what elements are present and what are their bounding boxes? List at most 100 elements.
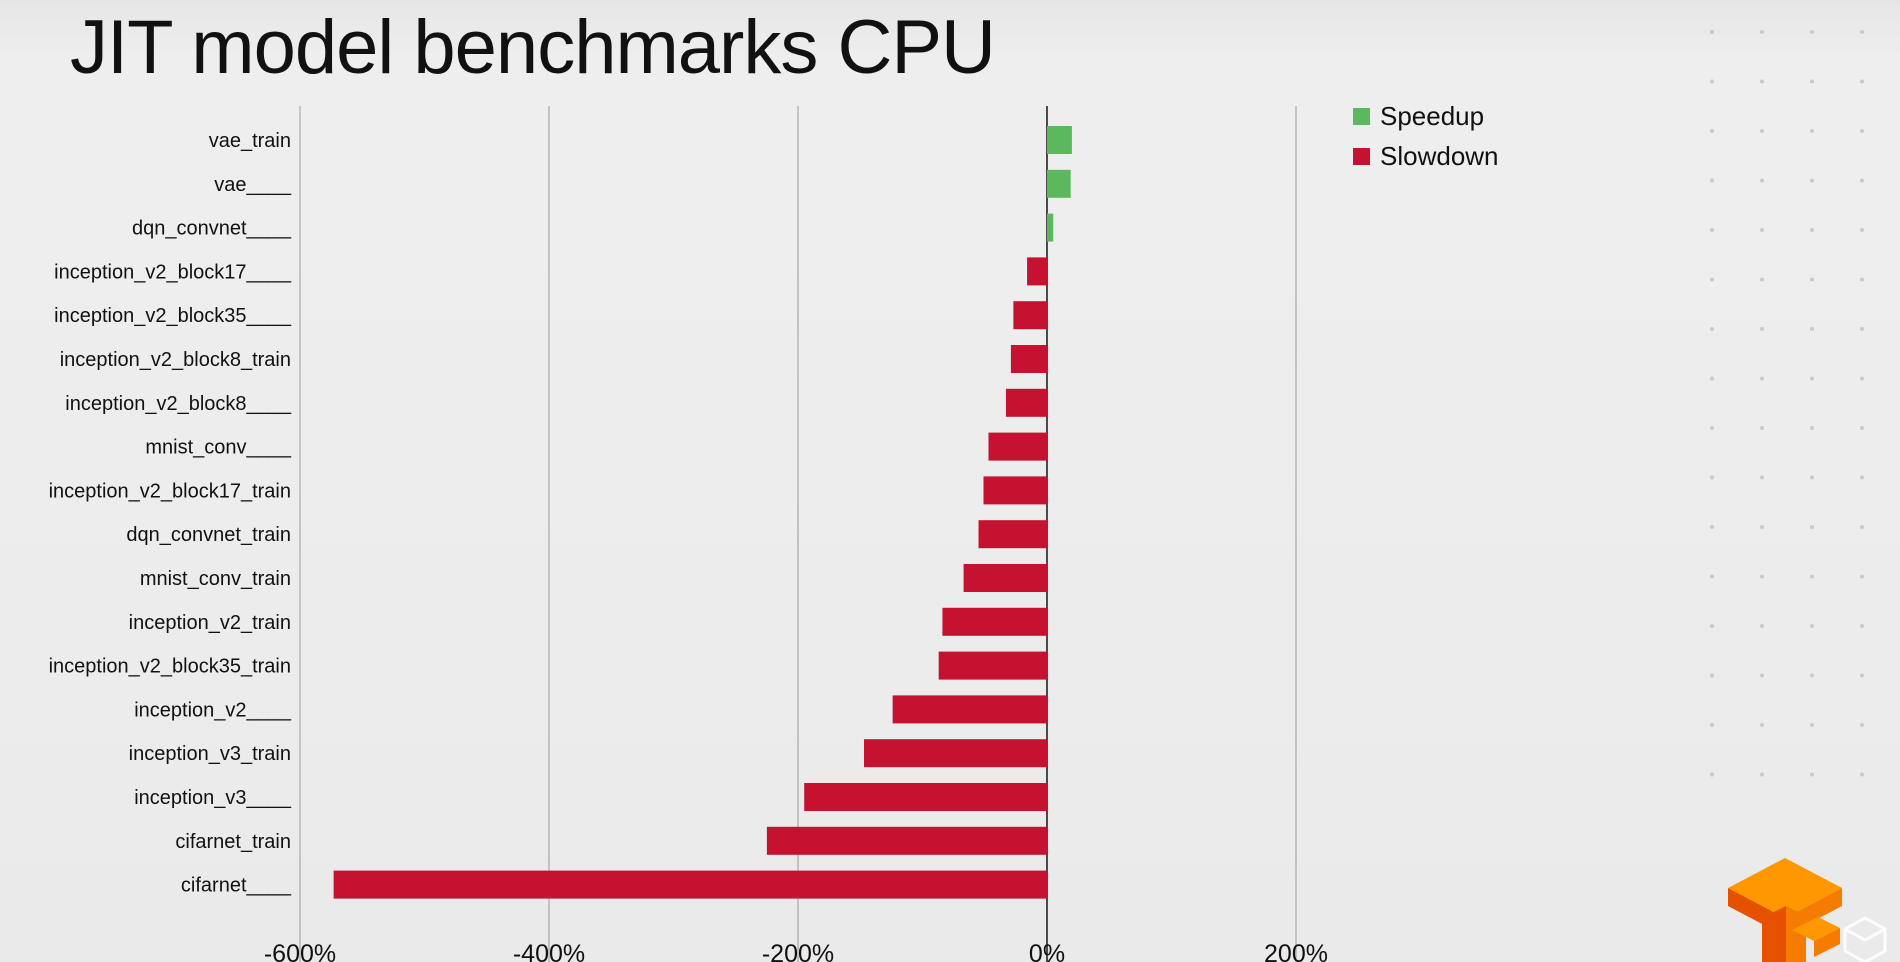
category-label-15: inception_v3____ [134,787,292,809]
dot [1710,79,1714,84]
dot [1760,624,1764,628]
dot [1710,376,1714,381]
dot [1810,327,1814,331]
dot [1860,624,1864,628]
dot [1710,723,1714,727]
legend-label-0: Speedup [1380,101,1484,131]
tensorflow-logo-icon [1728,858,1842,962]
dot [1860,772,1864,777]
category-label-10: mnist_conv_train [140,568,291,590]
category-label-1: vae____ [214,174,292,196]
legend-label-1: Slowdown [1380,141,1499,171]
bar-15 [804,783,1047,811]
dot [1760,178,1764,183]
bar-1 [1047,169,1071,198]
watermark-inner [1844,927,1886,942]
bar-0 [1047,126,1072,154]
dot [1710,30,1714,34]
x-tick-label-2: -200% [762,940,834,962]
dot [1760,475,1764,480]
dot [1810,525,1814,529]
dot [1710,475,1714,480]
dot [1710,228,1714,232]
dot [1810,624,1814,628]
dot [1860,79,1864,84]
dot [1760,525,1764,529]
dot [1810,30,1814,34]
dot [1860,228,1864,232]
dot [1760,426,1764,430]
dot [1860,376,1864,381]
x-tick-label-0: -600% [264,940,336,962]
bar-2 [1047,213,1054,242]
dot [1810,277,1814,282]
bar-5 [1010,345,1047,373]
chart-x-tick-labels: -600% -400% -200% 0% 200% [264,940,1328,962]
dot [1810,772,1814,777]
dot [1810,426,1814,430]
dot [1760,327,1764,331]
category-label-7: mnist_conv____ [145,437,292,459]
dot [1860,178,1864,183]
bar-13 [892,695,1047,724]
category-label-12: inception_v2_block35_train [49,656,291,678]
dot [1810,79,1814,84]
category-label-14: inception_v3_train [129,743,291,765]
dot [1710,673,1714,678]
legend-swatch-1 [1353,148,1370,165]
category-label-3: inception_v2_block17____ [54,261,292,283]
category-label-5: inception_v2_block8_train [60,349,291,371]
dot [1810,574,1814,579]
logo-facet-3 [1762,906,1786,962]
dot [1860,574,1864,579]
dot [1710,525,1714,529]
bar-10 [963,564,1047,592]
x-tick-label-4: 200% [1264,940,1328,962]
dot [1810,475,1814,480]
dot [1760,574,1764,579]
dot [1860,475,1864,480]
dot [1710,178,1714,183]
chart-bars [333,126,1072,899]
logo-facet-4 [1786,906,1806,962]
category-label-0: vae_train [209,130,291,152]
category-label-11: inception_v2_train [129,612,291,634]
dot [1710,574,1714,579]
bar-17 [333,870,1047,899]
category-label-2: dqn_convnet____ [132,218,292,240]
dot [1810,376,1814,381]
category-label-13: inception_v2____ [134,699,292,721]
dot [1710,624,1714,628]
bar-12 [938,651,1047,680]
bar-8 [983,476,1047,505]
category-label-17: cifarnet____ [181,875,292,897]
chart-legend: Speedup Slowdown [1353,101,1499,171]
decorative-dot-grid [1710,30,1864,777]
dot [1860,30,1864,34]
dot [1760,79,1764,84]
dot [1710,772,1714,777]
dot [1710,327,1714,331]
dot [1810,228,1814,232]
category-label-9: dqn_convnet_train [126,524,291,546]
dot [1760,723,1764,727]
dot [1860,426,1864,430]
dot [1810,129,1814,133]
dot [1710,129,1714,133]
dot [1710,277,1714,282]
dot [1810,178,1814,183]
dot [1860,277,1864,282]
bar-9 [978,520,1047,549]
bar-11 [942,607,1047,636]
dot [1760,376,1764,381]
dot [1760,277,1764,282]
bar-4 [1013,301,1047,330]
dot [1860,525,1864,529]
bar-14 [863,739,1047,768]
dot [1860,327,1864,331]
logo-facet-6 [1814,928,1840,957]
dot [1860,129,1864,133]
dot [1710,426,1714,430]
dot [1760,673,1764,678]
